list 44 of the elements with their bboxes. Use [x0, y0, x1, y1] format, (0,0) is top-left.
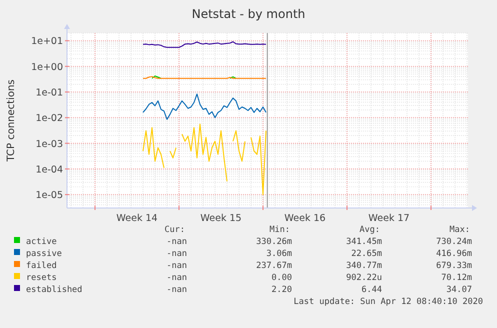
text: 2.20 — [272, 285, 292, 295]
text: 330.26m — [256, 237, 292, 247]
text: 902.22u — [346, 273, 382, 283]
legend-label: established — [26, 285, 82, 295]
text: -nan — [166, 273, 187, 283]
x-tick-label: Week 17 — [368, 213, 410, 224]
text: 679.33m — [436, 261, 472, 271]
text: 6.44 — [362, 285, 382, 295]
y-tick-label: 1e-04 — [36, 164, 63, 176]
legend-label: active — [26, 237, 57, 247]
y-tick-label: 1e-02 — [36, 113, 63, 124]
legend-label: passive — [26, 249, 62, 259]
text: -nan — [166, 237, 187, 247]
text: 237.67m — [256, 261, 292, 271]
y-tick-label: 1e-01 — [36, 88, 63, 99]
chart-title: Netstat - by month — [192, 7, 306, 21]
line-series — [142, 94, 266, 120]
legend-label: failed — [26, 261, 57, 271]
text: 341.45m — [346, 237, 382, 247]
y-axis-title: TCP connections — [6, 79, 17, 163]
text: 340.77m — [346, 261, 382, 271]
text: 0.00 — [272, 273, 292, 283]
y-tick-label: 1e-05 — [36, 190, 63, 202]
y-tick-label: 1e-03 — [36, 138, 63, 150]
text: -nan — [166, 261, 187, 271]
text: 416.96m — [436, 249, 472, 259]
text: Min: — [270, 225, 290, 235]
text: Max: — [450, 225, 470, 235]
x-tick-label: Week 16 — [284, 213, 326, 224]
y-tick-label: 1e+00 — [31, 62, 63, 73]
text: 730.24m — [436, 237, 472, 247]
text: -nan — [166, 285, 187, 295]
text: Avg: — [360, 225, 380, 235]
text: 70.12m — [441, 273, 472, 283]
text: 22.65m — [351, 249, 382, 259]
x-tick-label: Week 14 — [116, 213, 158, 224]
text: 34.07 — [446, 285, 472, 295]
x-tick-label: Week 15 — [200, 213, 242, 224]
text: Cur: — [164, 225, 185, 235]
legend-label: resets — [26, 273, 57, 283]
text: 3.06m — [266, 249, 292, 259]
text: -nan — [166, 249, 187, 259]
text: Last update: Sun Apr 12 08:40:10 2020 — [294, 297, 483, 307]
y-tick-label: 1e+01 — [31, 36, 63, 48]
